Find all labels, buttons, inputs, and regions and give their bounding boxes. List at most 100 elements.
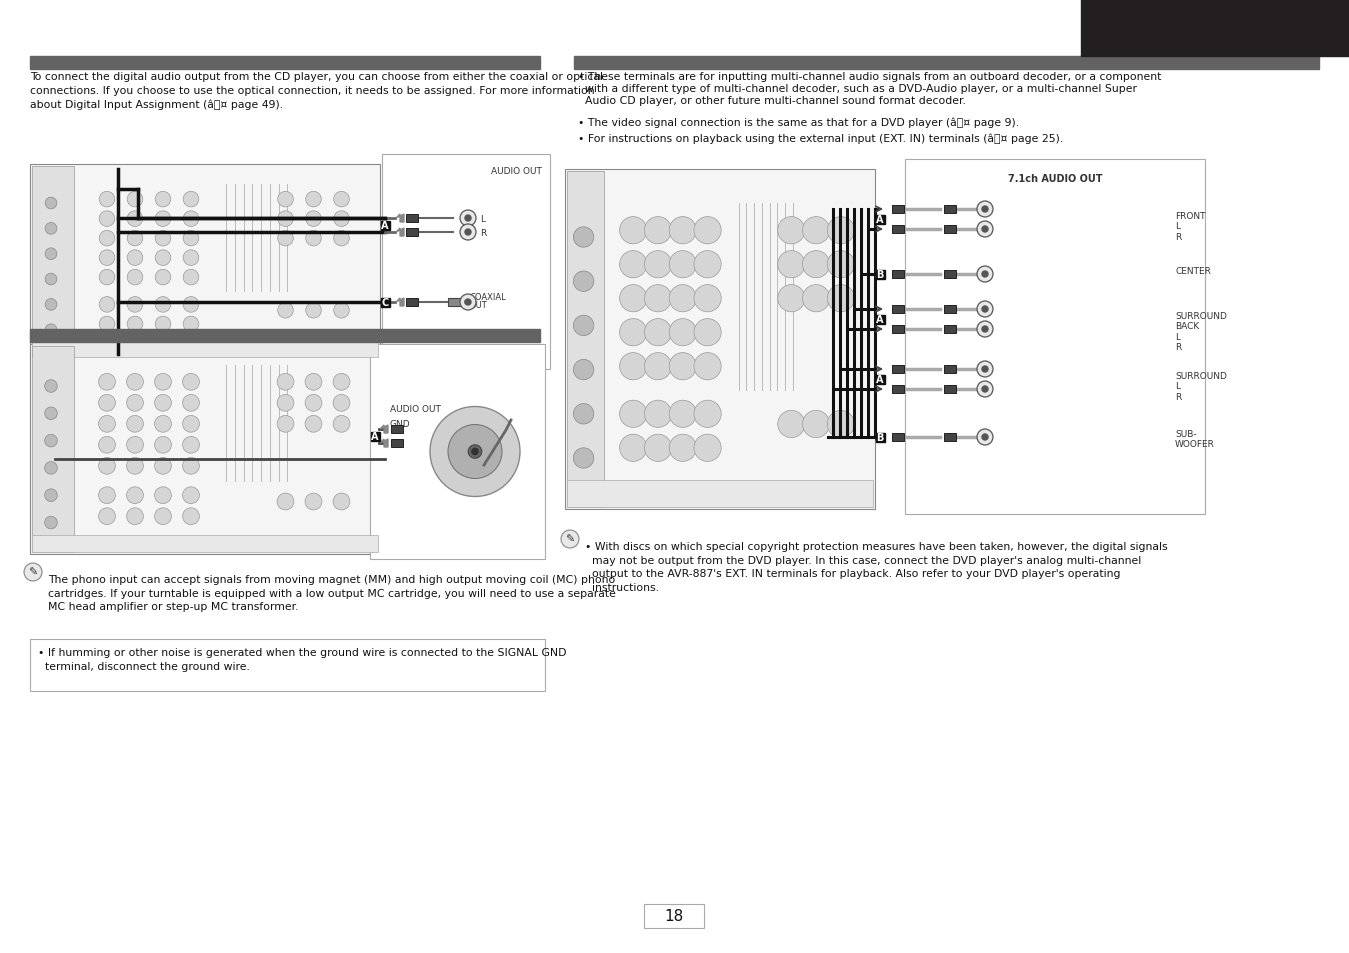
- Circle shape: [45, 249, 57, 260]
- Bar: [30, 330, 540, 343]
- Circle shape: [155, 374, 171, 391]
- Circle shape: [982, 207, 987, 213]
- Circle shape: [155, 395, 171, 412]
- Circle shape: [448, 425, 502, 479]
- Text: • With discs on which special copyright protection measures have been taken, how: • With discs on which special copyright …: [585, 541, 1168, 592]
- Circle shape: [127, 297, 143, 313]
- Circle shape: [573, 315, 594, 336]
- Bar: [892, 434, 904, 441]
- Circle shape: [305, 416, 322, 433]
- Bar: [448, 298, 464, 307]
- Bar: [876, 315, 885, 324]
- Circle shape: [573, 228, 594, 248]
- Circle shape: [277, 416, 294, 433]
- Circle shape: [468, 445, 482, 458]
- Circle shape: [183, 193, 198, 208]
- Circle shape: [977, 302, 993, 317]
- Circle shape: [333, 231, 349, 247]
- Circle shape: [306, 193, 321, 208]
- Circle shape: [183, 251, 198, 266]
- Circle shape: [619, 435, 646, 462]
- Circle shape: [827, 411, 854, 438]
- Circle shape: [278, 303, 293, 318]
- Bar: [876, 271, 885, 279]
- Circle shape: [645, 217, 672, 245]
- Circle shape: [573, 272, 594, 292]
- Circle shape: [100, 270, 115, 286]
- Bar: [1081, 0, 1349, 57]
- Text: Audio CD player, or other future multi-channel sound format decoder.: Audio CD player, or other future multi-c…: [577, 96, 966, 106]
- Circle shape: [182, 416, 200, 433]
- Circle shape: [127, 316, 143, 333]
- Text: SUB-
WOOFER: SUB- WOOFER: [1175, 430, 1215, 449]
- Circle shape: [127, 193, 143, 208]
- Circle shape: [460, 211, 476, 227]
- Circle shape: [305, 494, 322, 511]
- Circle shape: [645, 285, 672, 313]
- Circle shape: [155, 193, 171, 208]
- Circle shape: [669, 435, 696, 462]
- Bar: [944, 271, 956, 278]
- Circle shape: [155, 251, 171, 266]
- Circle shape: [669, 217, 696, 245]
- Text: • If humming or other noise is generated when the ground wire is connected to th: • If humming or other noise is generated…: [38, 647, 567, 671]
- Bar: [464, 300, 469, 305]
- Circle shape: [803, 285, 830, 313]
- Bar: [892, 306, 904, 314]
- Circle shape: [98, 374, 116, 391]
- Circle shape: [669, 285, 696, 313]
- Circle shape: [155, 508, 171, 525]
- Text: with a different type of multi-channel decoder, such as a DVD-Audio player, or a: with a different type of multi-channel d…: [577, 84, 1137, 94]
- Text: A: A: [877, 214, 884, 225]
- Circle shape: [645, 252, 672, 278]
- Bar: [944, 366, 956, 374]
- Text: L: L: [480, 214, 486, 223]
- Circle shape: [127, 508, 143, 525]
- Circle shape: [45, 299, 57, 311]
- Bar: [575, 57, 1319, 70]
- Circle shape: [155, 231, 171, 247]
- Circle shape: [182, 395, 200, 412]
- Bar: [876, 433, 885, 442]
- Bar: [567, 480, 873, 507]
- Circle shape: [333, 494, 349, 511]
- Text: SURROUND
L
R: SURROUND L R: [1175, 372, 1226, 401]
- Circle shape: [982, 227, 987, 233]
- Circle shape: [127, 251, 143, 266]
- Circle shape: [982, 435, 987, 440]
- Text: The phono input can accept signals from moving magnet (MM) and high output movin: The phono input can accept signals from …: [49, 575, 616, 612]
- Circle shape: [977, 202, 993, 218]
- Circle shape: [278, 212, 293, 227]
- Bar: [32, 167, 74, 357]
- Circle shape: [45, 408, 57, 420]
- Text: OUT: OUT: [469, 301, 488, 310]
- Bar: [565, 170, 876, 510]
- Circle shape: [803, 217, 830, 245]
- Bar: [406, 229, 418, 236]
- Circle shape: [669, 252, 696, 278]
- Bar: [567, 172, 604, 507]
- Text: ✎: ✎: [28, 567, 38, 578]
- Circle shape: [155, 487, 171, 504]
- Circle shape: [305, 395, 322, 412]
- Circle shape: [669, 354, 696, 380]
- Circle shape: [693, 319, 722, 347]
- Circle shape: [127, 374, 143, 391]
- Text: A: A: [877, 375, 884, 385]
- Circle shape: [827, 217, 854, 245]
- Bar: [944, 434, 956, 441]
- Circle shape: [182, 436, 200, 454]
- Text: A: A: [371, 432, 379, 441]
- Bar: [892, 226, 904, 233]
- Bar: [30, 345, 380, 555]
- Circle shape: [645, 319, 672, 347]
- Circle shape: [333, 416, 349, 433]
- Circle shape: [100, 297, 115, 313]
- Text: B: B: [877, 433, 884, 442]
- Bar: [380, 221, 390, 231]
- Text: R: R: [480, 229, 486, 237]
- Circle shape: [778, 252, 805, 278]
- Bar: [32, 347, 74, 553]
- Bar: [406, 298, 418, 307]
- Circle shape: [465, 301, 469, 305]
